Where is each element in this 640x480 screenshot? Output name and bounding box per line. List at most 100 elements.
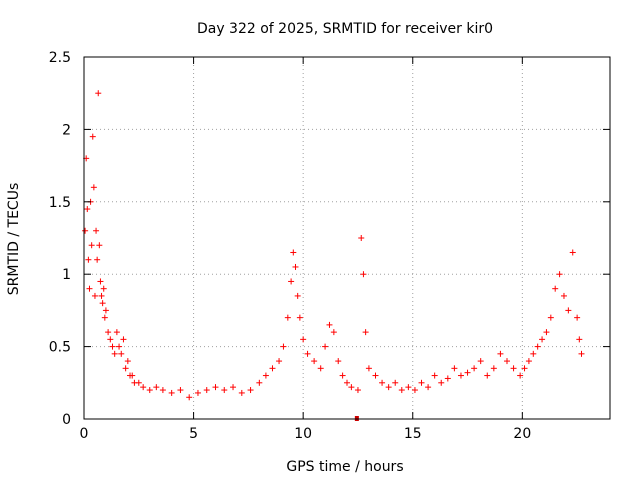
chart-title: Day 322 of 2025, SRMTID for receiver kir… bbox=[197, 21, 493, 37]
data-point bbox=[230, 384, 237, 391]
data-point bbox=[122, 365, 129, 372]
x-tick-label: 20 bbox=[513, 426, 531, 442]
data-point bbox=[84, 206, 91, 213]
y-tick-label: 1 bbox=[62, 267, 71, 283]
data-point bbox=[477, 358, 484, 365]
data-point bbox=[569, 249, 576, 256]
y-tick-label: 1.5 bbox=[49, 195, 71, 211]
data-point bbox=[280, 343, 287, 350]
data-point bbox=[317, 365, 324, 372]
data-point bbox=[296, 314, 303, 321]
data-point bbox=[311, 358, 318, 365]
data-point bbox=[565, 307, 572, 314]
data-point bbox=[451, 365, 458, 372]
data-point bbox=[552, 285, 559, 292]
data-point bbox=[344, 379, 350, 386]
data-point bbox=[284, 314, 291, 321]
data-point bbox=[262, 372, 269, 379]
data-point bbox=[362, 329, 369, 336]
data-point bbox=[365, 365, 372, 372]
data-point bbox=[517, 372, 524, 379]
grid bbox=[84, 57, 610, 419]
data-point bbox=[556, 271, 563, 278]
data-point bbox=[360, 271, 367, 278]
data-point bbox=[140, 384, 147, 391]
data-point bbox=[576, 336, 583, 343]
data-point bbox=[89, 133, 96, 140]
data-point bbox=[177, 387, 184, 394]
data-point bbox=[484, 372, 491, 379]
data-point bbox=[247, 387, 254, 394]
data-point bbox=[96, 242, 103, 249]
x-tick-label: 15 bbox=[404, 426, 422, 442]
y-tick-label: 2 bbox=[62, 122, 71, 138]
data-point bbox=[118, 350, 125, 357]
data-point bbox=[107, 336, 114, 343]
data-point bbox=[510, 365, 517, 372]
data-point bbox=[212, 384, 219, 391]
data-point bbox=[530, 350, 537, 357]
data-point bbox=[93, 227, 100, 234]
x-tick-label: 0 bbox=[80, 426, 89, 442]
data-point bbox=[438, 379, 445, 386]
data-point bbox=[94, 256, 101, 263]
data-point bbox=[111, 350, 118, 357]
data-point bbox=[534, 343, 541, 350]
data-point bbox=[490, 365, 497, 372]
data-point bbox=[91, 292, 98, 299]
data-point bbox=[503, 358, 510, 365]
data-point bbox=[90, 184, 97, 191]
data-point bbox=[120, 336, 127, 343]
data-point bbox=[539, 336, 546, 343]
data-point bbox=[85, 256, 92, 263]
data-point bbox=[99, 300, 106, 307]
data-point bbox=[398, 387, 405, 394]
y-tick-label: 0.5 bbox=[49, 340, 71, 356]
data-point bbox=[547, 314, 554, 321]
y-tick-label: 0 bbox=[62, 412, 71, 428]
data-point bbox=[348, 384, 355, 391]
data-point bbox=[326, 321, 333, 328]
data-point bbox=[256, 379, 263, 386]
x-axis-label: GPS time / hours bbox=[286, 459, 403, 475]
data-point bbox=[159, 387, 166, 394]
data-point bbox=[392, 379, 399, 386]
y-tick-label: 2.5 bbox=[49, 50, 71, 66]
data-point bbox=[290, 249, 297, 256]
data-point bbox=[354, 387, 361, 394]
data-point bbox=[330, 329, 337, 336]
data-point bbox=[372, 372, 379, 379]
plot-frame bbox=[83, 56, 611, 420]
data-point bbox=[339, 372, 346, 379]
y-axis-label: SRMTID / TECUs bbox=[6, 183, 22, 296]
data-point bbox=[560, 292, 567, 299]
data-point bbox=[95, 90, 102, 97]
data-point bbox=[525, 358, 532, 365]
data-point bbox=[418, 379, 425, 386]
data-point bbox=[464, 369, 471, 376]
data-point bbox=[135, 379, 142, 386]
data-point bbox=[425, 384, 432, 391]
data-point bbox=[497, 350, 504, 357]
data-point bbox=[105, 329, 112, 336]
data-point bbox=[335, 358, 342, 365]
data-point bbox=[129, 372, 136, 379]
data-point bbox=[97, 278, 104, 285]
data-point bbox=[288, 278, 295, 285]
data-point bbox=[358, 235, 365, 241]
data-point bbox=[322, 343, 329, 350]
x-tick-label: 5 bbox=[189, 426, 198, 442]
data-point bbox=[124, 358, 131, 365]
data-point bbox=[113, 329, 120, 336]
data-point bbox=[521, 365, 528, 372]
data-point bbox=[411, 387, 418, 394]
data-point bbox=[203, 387, 210, 394]
data-point bbox=[238, 389, 245, 396]
data-points bbox=[82, 90, 585, 421]
data-point bbox=[385, 384, 392, 391]
data-point bbox=[405, 384, 412, 391]
data-point bbox=[98, 292, 105, 299]
data-point bbox=[276, 358, 283, 365]
data-point bbox=[578, 350, 585, 357]
